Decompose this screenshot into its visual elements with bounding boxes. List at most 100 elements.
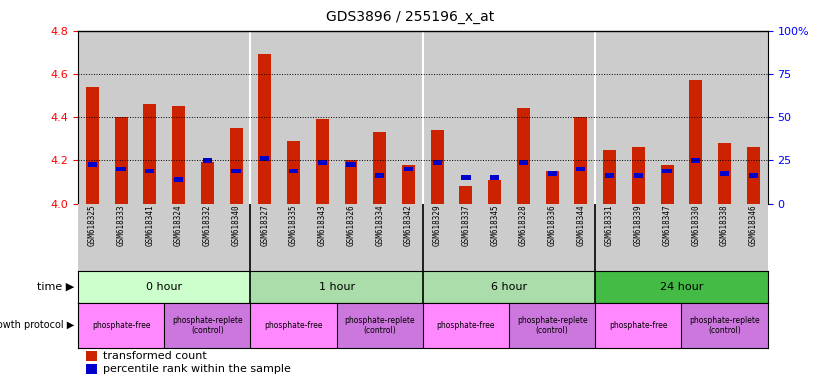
Bar bbox=[538, 31, 566, 204]
Bar bbox=[164, 31, 193, 204]
Bar bbox=[78, 271, 250, 303]
Bar bbox=[460, 186, 472, 204]
Bar bbox=[423, 271, 595, 303]
Text: percentile rank within the sample: percentile rank within the sample bbox=[103, 364, 291, 374]
Bar bbox=[546, 171, 558, 204]
Bar bbox=[681, 31, 710, 204]
Bar bbox=[431, 130, 443, 204]
Bar bbox=[345, 160, 357, 204]
Text: GSM618333: GSM618333 bbox=[117, 205, 126, 247]
Bar bbox=[548, 171, 557, 175]
Bar bbox=[624, 31, 653, 204]
Bar bbox=[566, 204, 595, 271]
Bar bbox=[78, 31, 107, 204]
Bar bbox=[452, 204, 480, 271]
Bar bbox=[250, 204, 279, 271]
Bar bbox=[517, 108, 530, 204]
Bar bbox=[289, 169, 298, 174]
Bar bbox=[710, 31, 739, 204]
Bar bbox=[653, 204, 681, 271]
Text: phosphate-free: phosphate-free bbox=[437, 321, 495, 330]
Bar bbox=[394, 31, 423, 204]
Bar bbox=[260, 156, 269, 161]
Text: phosphate-free: phosphate-free bbox=[92, 321, 150, 330]
Text: phosphate-replete
(control): phosphate-replete (control) bbox=[516, 316, 588, 335]
Bar bbox=[681, 204, 710, 271]
Bar bbox=[509, 303, 595, 348]
Bar bbox=[404, 167, 413, 171]
Bar bbox=[232, 169, 241, 174]
Bar bbox=[135, 204, 164, 271]
Bar bbox=[365, 204, 394, 271]
Text: 1 hour: 1 hour bbox=[319, 282, 355, 292]
Bar bbox=[718, 143, 731, 204]
Bar bbox=[661, 165, 673, 204]
Bar bbox=[172, 106, 185, 204]
Bar bbox=[710, 204, 739, 271]
Bar bbox=[653, 31, 681, 204]
Text: GSM618340: GSM618340 bbox=[232, 205, 241, 247]
Bar bbox=[519, 160, 528, 165]
Bar bbox=[488, 180, 501, 204]
Bar bbox=[222, 204, 250, 271]
Bar bbox=[144, 104, 156, 204]
Bar bbox=[316, 119, 328, 204]
Bar bbox=[663, 169, 672, 174]
Bar bbox=[749, 173, 758, 178]
Bar bbox=[739, 204, 768, 271]
Bar bbox=[747, 147, 759, 204]
Bar bbox=[402, 165, 415, 204]
Bar bbox=[164, 204, 193, 271]
Bar bbox=[634, 173, 643, 178]
Text: GSM618332: GSM618332 bbox=[203, 205, 212, 247]
Bar bbox=[480, 31, 509, 204]
Bar bbox=[259, 55, 271, 204]
Bar bbox=[691, 158, 700, 163]
Bar bbox=[78, 303, 164, 348]
Bar bbox=[595, 31, 624, 204]
Bar bbox=[88, 162, 97, 167]
Text: GSM618335: GSM618335 bbox=[289, 205, 298, 247]
Bar bbox=[394, 204, 423, 271]
Text: phosphate-free: phosphate-free bbox=[609, 321, 667, 330]
Bar bbox=[423, 204, 452, 271]
Bar bbox=[337, 31, 365, 204]
Bar bbox=[203, 158, 212, 163]
Text: GSM618324: GSM618324 bbox=[174, 205, 183, 247]
Bar bbox=[107, 31, 135, 204]
Bar bbox=[193, 204, 222, 271]
Bar bbox=[739, 31, 768, 204]
Bar bbox=[632, 147, 644, 204]
Bar bbox=[279, 31, 308, 204]
Text: GSM618327: GSM618327 bbox=[260, 205, 269, 247]
Bar bbox=[287, 141, 300, 204]
Bar bbox=[174, 177, 183, 182]
Text: growth protocol ▶: growth protocol ▶ bbox=[0, 320, 74, 331]
Text: GSM618334: GSM618334 bbox=[375, 205, 384, 247]
Bar bbox=[250, 271, 423, 303]
Text: GSM618326: GSM618326 bbox=[346, 205, 355, 247]
Bar bbox=[509, 204, 538, 271]
Bar bbox=[690, 80, 702, 204]
Bar bbox=[337, 204, 365, 271]
Bar bbox=[452, 31, 480, 204]
Text: GSM618330: GSM618330 bbox=[691, 205, 700, 247]
Bar bbox=[624, 204, 653, 271]
Bar bbox=[222, 31, 250, 204]
Text: GSM618337: GSM618337 bbox=[461, 205, 470, 247]
Text: 0 hour: 0 hour bbox=[146, 282, 182, 292]
Text: GSM618339: GSM618339 bbox=[634, 205, 643, 247]
Text: GSM618331: GSM618331 bbox=[605, 205, 614, 247]
Bar bbox=[230, 128, 242, 204]
Text: GSM618347: GSM618347 bbox=[663, 205, 672, 247]
Bar bbox=[595, 204, 624, 271]
Text: GSM618342: GSM618342 bbox=[404, 205, 413, 247]
Bar bbox=[375, 173, 384, 178]
Bar bbox=[576, 167, 585, 171]
Text: transformed count: transformed count bbox=[103, 351, 207, 361]
Text: 6 hour: 6 hour bbox=[491, 282, 527, 292]
Bar bbox=[164, 303, 250, 348]
Text: phosphate-replete
(control): phosphate-replete (control) bbox=[172, 316, 243, 335]
Bar bbox=[86, 87, 99, 204]
Bar bbox=[78, 204, 107, 271]
